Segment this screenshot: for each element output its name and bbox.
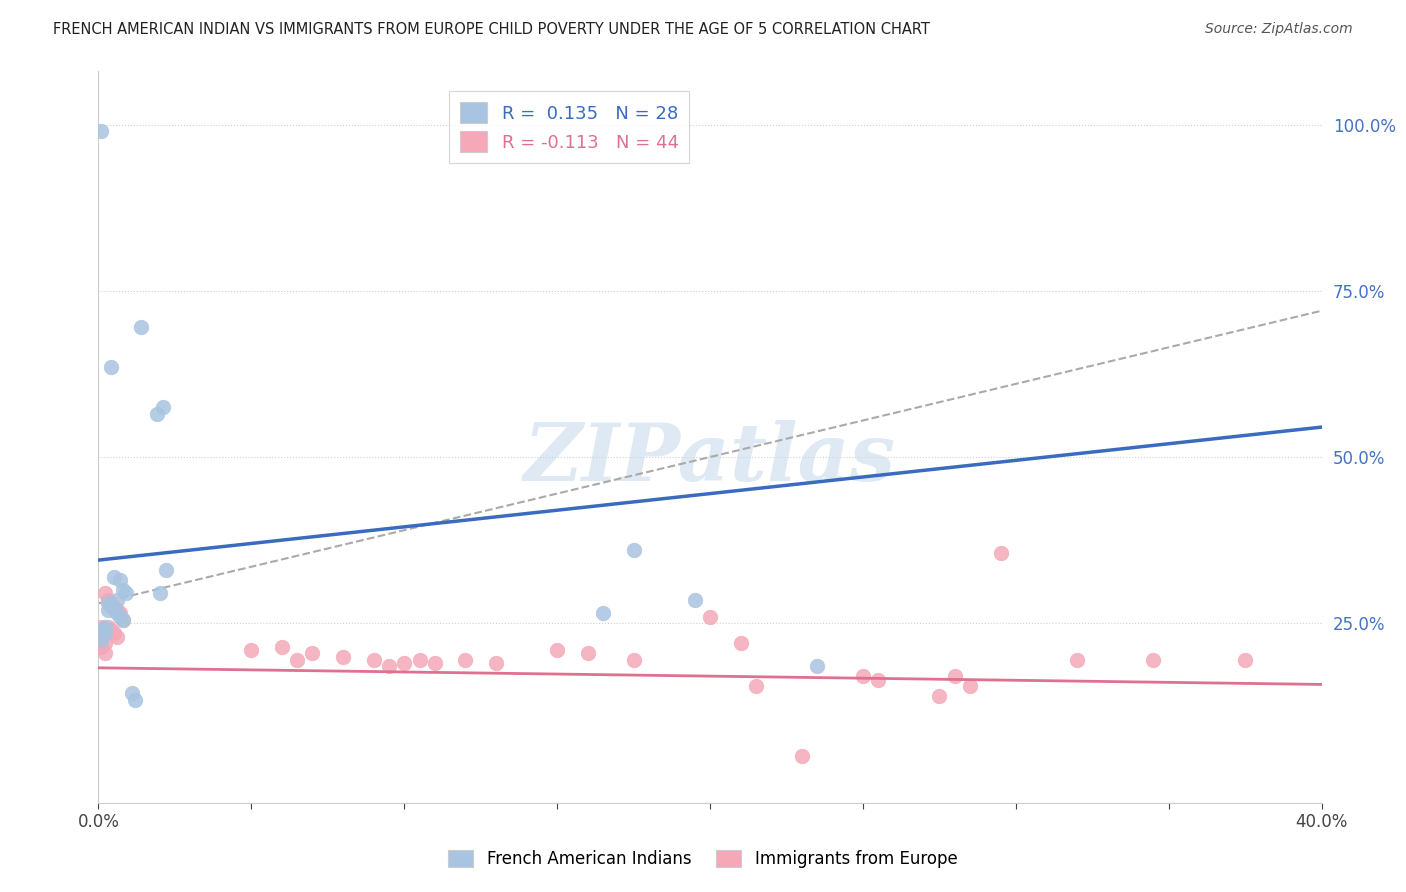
Point: [149, 586, 172, 600]
Point: [454, 653, 477, 667]
Point: [392, 656, 416, 670]
Point: [105, 593, 128, 607]
Point: [105, 630, 128, 644]
Point: [111, 613, 134, 627]
Point: [852, 669, 875, 683]
Point: [97, 593, 120, 607]
Point: [301, 646, 323, 660]
Legend: R =  0.135   N = 28, R = -0.113   N = 44: R = 0.135 N = 28, R = -0.113 N = 44: [450, 91, 689, 163]
Point: [152, 400, 174, 414]
Point: [868, 673, 890, 687]
Point: [730, 636, 752, 650]
Point: [928, 690, 950, 704]
Point: [111, 582, 134, 597]
Point: [93, 636, 115, 650]
Point: [90, 626, 112, 640]
Point: [408, 653, 430, 667]
Point: [97, 596, 120, 610]
Point: [592, 607, 614, 621]
Point: [90, 632, 112, 647]
Point: [103, 626, 125, 640]
Point: [105, 607, 128, 621]
Point: [546, 643, 568, 657]
Point: [124, 692, 146, 706]
Point: [129, 320, 152, 334]
Point: [623, 653, 645, 667]
Point: [121, 686, 143, 700]
Point: [90, 640, 112, 654]
Point: [363, 653, 385, 667]
Point: [699, 609, 721, 624]
Point: [623, 543, 645, 558]
Point: [105, 603, 128, 617]
Text: FRENCH AMERICAN INDIAN VS IMMIGRANTS FROM EUROPE CHILD POVERTY UNDER THE AGE OF : FRENCH AMERICAN INDIAN VS IMMIGRANTS FRO…: [53, 22, 931, 37]
Point: [943, 669, 966, 683]
Point: [990, 546, 1012, 560]
Point: [1066, 653, 1088, 667]
Point: [111, 613, 134, 627]
Point: [93, 646, 115, 660]
Point: [745, 680, 768, 694]
Point: [1142, 653, 1164, 667]
Legend: French American Indians, Immigrants from Europe: French American Indians, Immigrants from…: [441, 843, 965, 875]
Point: [100, 596, 122, 610]
Point: [145, 407, 167, 421]
Point: [270, 640, 292, 654]
Point: [90, 623, 112, 637]
Point: [108, 609, 131, 624]
Point: [100, 599, 122, 614]
Point: [97, 603, 120, 617]
Point: [332, 649, 354, 664]
Text: ZIPatlas: ZIPatlas: [524, 420, 896, 498]
Point: [959, 680, 981, 694]
Point: [93, 626, 115, 640]
Point: [378, 659, 401, 673]
Point: [285, 653, 308, 667]
Point: [97, 619, 120, 633]
Point: [576, 646, 599, 660]
Point: [103, 599, 125, 614]
Point: [790, 749, 813, 764]
Point: [1234, 653, 1257, 667]
Point: [108, 573, 131, 587]
Text: Source: ZipAtlas.com: Source: ZipAtlas.com: [1205, 22, 1353, 37]
Point: [683, 593, 706, 607]
Point: [115, 586, 138, 600]
Point: [806, 659, 828, 673]
Point: [93, 619, 115, 633]
Point: [100, 360, 122, 375]
Point: [90, 124, 112, 138]
Point: [423, 656, 446, 670]
Point: [485, 656, 508, 670]
Point: [240, 643, 263, 657]
Point: [155, 563, 177, 577]
Point: [100, 623, 122, 637]
Point: [108, 607, 131, 621]
Point: [103, 570, 125, 584]
Point: [90, 619, 112, 633]
Point: [93, 586, 115, 600]
